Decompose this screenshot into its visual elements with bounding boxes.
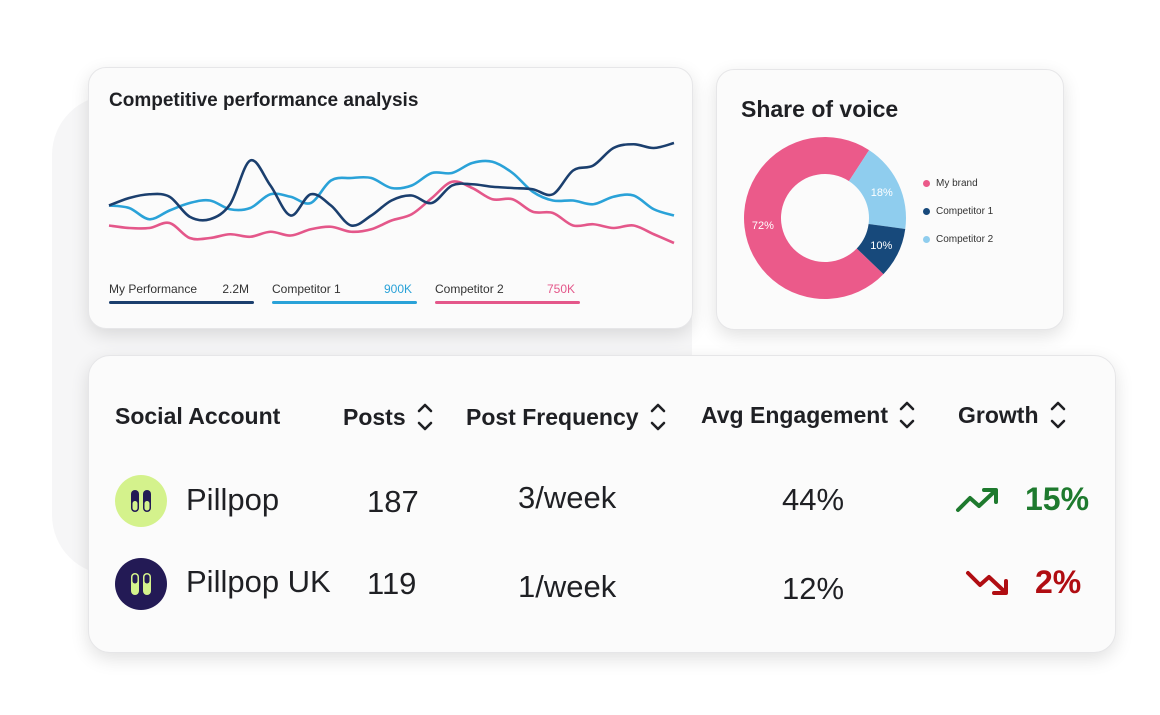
legend-label: Competitor 1 (272, 282, 341, 296)
header-avg-engagement[interactable]: Avg Engagement (701, 398, 916, 432)
legend-bar (272, 301, 417, 304)
growth-percent: 15% (1025, 481, 1090, 517)
growth-value: 2% (965, 564, 1081, 601)
frequency-value: 3/week (518, 480, 617, 515)
social-accounts-table: Social Account Posts Post Frequency Avg … (88, 355, 1116, 653)
donut-label: 10% (870, 240, 892, 252)
competitive-performance-card: Competitive performance analysis My Perf… (88, 67, 693, 329)
legend-label: My Performance (109, 282, 198, 296)
growth-value: 15% (955, 481, 1089, 518)
header-social-account: Social Account (115, 403, 280, 430)
posts-value: 119 (367, 566, 417, 601)
legend-label: My brand (936, 178, 978, 189)
header-posts[interactable]: Posts (343, 400, 434, 434)
share-of-voice-title: Share of voice (741, 96, 899, 122)
header-label: Post Frequency (466, 403, 639, 430)
header-growth[interactable]: Growth (958, 398, 1067, 432)
donut-slice-my-brand[interactable] (744, 137, 884, 299)
header-label: Avg Engagement (701, 401, 889, 428)
donut-label: 18% (871, 187, 893, 199)
legend-dot (923, 180, 930, 187)
header-label: Posts (343, 403, 406, 430)
sov-legend-competitor-1: Competitor 1 (923, 206, 993, 217)
series-line-competitor-2 (108, 180, 675, 245)
legend-label: Competitor 1 (936, 206, 994, 217)
header-label: Social Account (115, 403, 281, 429)
performance-line-chart (108, 141, 675, 245)
legend-dot (923, 208, 930, 215)
posts-value: 187 (367, 484, 419, 519)
legend-bar (435, 301, 580, 304)
donut-label: 72% (752, 220, 774, 232)
account-name[interactable]: Pillpop (186, 482, 280, 517)
sort-icon[interactable] (649, 400, 667, 434)
donut-slice-competitor-2[interactable] (848, 150, 906, 229)
series-line-competitor-1 (108, 159, 675, 221)
legend-label: Competitor 2 (435, 282, 504, 296)
trend-up-icon (956, 487, 998, 512)
sov-legend-competitor-2: Competitor 2 (923, 234, 993, 245)
series-line-my-performance (108, 141, 675, 228)
legend-label: Competitor 2 (936, 234, 994, 245)
sort-icon[interactable] (1049, 398, 1067, 432)
legend-competitor-1[interactable]: Competitor 1 900K (272, 282, 417, 304)
pill-icon (115, 475, 167, 527)
donut-slice-competitor-1[interactable] (856, 223, 906, 275)
frequency-value: 1/week (518, 569, 617, 604)
engagement-value: 12% (782, 571, 845, 606)
legend-value: 900K (383, 282, 412, 296)
performance-title: Competitive performance analysis (109, 90, 419, 111)
legend-my-performance[interactable]: My Performance 2.2M (109, 282, 254, 304)
legend-competitor-2[interactable]: Competitor 2 750K (435, 282, 580, 304)
legend-value: 2.2M (222, 282, 249, 296)
header-post-frequency[interactable]: Post Frequency (466, 400, 667, 434)
legend-value: 750K (546, 282, 575, 296)
sov-legend-my-brand: My brand (923, 178, 978, 189)
share-of-voice-card: Share of voice 72% 18% 10% My brand Compet… (716, 69, 1064, 330)
growth-percent: 2% (1035, 564, 1082, 600)
legend-dot (923, 236, 930, 243)
legend-bar (109, 301, 254, 304)
share-of-voice-donut: 72% 18% 10% (744, 137, 906, 299)
trend-down-icon (966, 570, 1008, 595)
pill-icon (115, 558, 167, 610)
account-name[interactable]: Pillpop UK (186, 564, 331, 599)
sort-icon[interactable] (416, 400, 434, 434)
engagement-value: 44% (782, 482, 845, 517)
header-label: Growth (958, 401, 1039, 428)
sort-icon[interactable] (898, 398, 916, 432)
